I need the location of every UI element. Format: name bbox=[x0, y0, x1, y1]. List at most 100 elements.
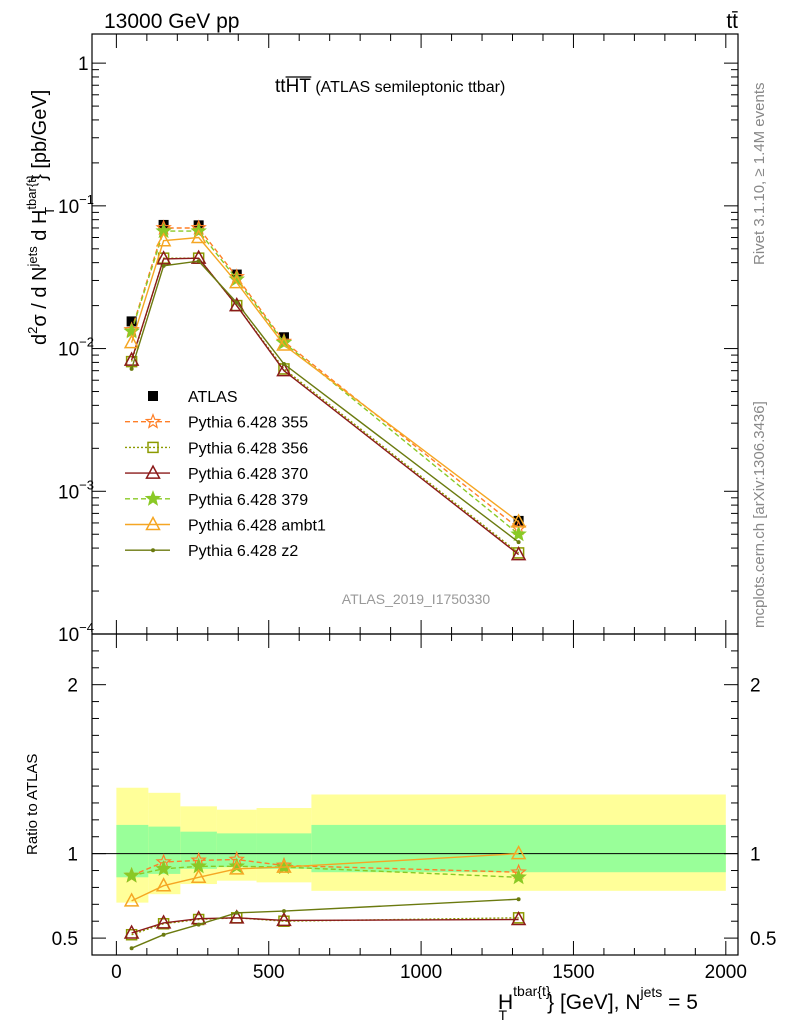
legend-label: Pythia 6.428 355 bbox=[188, 415, 308, 432]
series-pythia-6-428-z2-point bbox=[281, 361, 286, 366]
series-pythia-6-428-ambt1-point bbox=[190, 228, 207, 244]
xlabel-part-3: } [GeV], N bbox=[547, 991, 640, 1014]
ratio-series-pythia-6-428-ambt1-point bbox=[510, 845, 527, 860]
ratio-series-pythia-6-428-z2-point bbox=[129, 946, 134, 951]
series-pythia-6-428-355-line bbox=[130, 227, 520, 529]
ylabel-part-6: T bbox=[42, 207, 57, 215]
ratio-series-pythia-6-428-ambt1-point bbox=[155, 877, 172, 892]
legend-label: Pythia 6.428 356 bbox=[188, 440, 308, 457]
ylabel-part-4: d H bbox=[29, 210, 51, 247]
series-pythia-6-428-z2-point bbox=[516, 540, 521, 545]
xlabel-part-0: H bbox=[498, 991, 513, 1014]
ratio-ylabel: Ratio to ATLAS bbox=[24, 754, 41, 855]
main-panel: 1 10−1 10−2 10−3 10−4 ATLAS Pythia 6.428 355 Py… bbox=[58, 33, 739, 646]
legend-marker bbox=[151, 548, 155, 553]
process-label: tt̄ bbox=[726, 10, 738, 33]
legend-label: Pythia 6.428 ambt1 bbox=[188, 518, 326, 535]
ylabel-part-1: 2 bbox=[25, 327, 40, 334]
ratio-series-pythia-6-428-370-point bbox=[123, 924, 140, 939]
series-pythia-6-428-379-point bbox=[510, 525, 527, 542]
source-label: mcplots.cern.ch [arXiv:1306.3436] bbox=[751, 401, 768, 628]
ylabel-part-2: σ / d N bbox=[29, 267, 51, 327]
band-inner bbox=[116, 824, 149, 878]
legend-marker bbox=[147, 441, 159, 454]
series-pythia-6-428-370-line bbox=[130, 257, 520, 556]
legend-item: Pythia 6.428 370 bbox=[125, 464, 308, 483]
series-pythia-6-428-370-point bbox=[228, 297, 245, 312]
plot-title: ttHT (ATLAS semileptonic ttbar) bbox=[275, 76, 505, 97]
ylabel-part-7: } [pb/GeV] bbox=[29, 90, 51, 181]
ratio-series-pythia-6-428-379-point bbox=[155, 860, 172, 876]
xlabel-part-2: T bbox=[499, 1007, 508, 1023]
y-tick-label: 10−2 bbox=[58, 335, 94, 361]
legend: ATLAS Pythia 6.428 355 Pythia 6.428 356 Pyt… bbox=[125, 389, 326, 560]
energy-label: 13000 GeV pp bbox=[104, 10, 239, 33]
ratio-series-pythia-6-428-355-line bbox=[131, 858, 519, 877]
series-pythia-6-428-ambt1-point bbox=[155, 232, 172, 247]
x-tick-label: 0 bbox=[111, 962, 122, 983]
series-pythia-6-428-370-point bbox=[276, 362, 292, 377]
series-pythia-6-428-z2-line bbox=[130, 260, 520, 543]
series-pythia-6-428-ambt1-point bbox=[228, 273, 245, 289]
title-main: tt bbox=[275, 76, 286, 97]
series-pythia-6-428-ambt1-point bbox=[123, 334, 140, 349]
title-rest: (ATLAS semileptonic ttbar) bbox=[311, 79, 505, 96]
ratio-y-tick-label: 0.5 bbox=[750, 929, 776, 950]
ratio-series-pythia-6-428-ambt1-point bbox=[190, 868, 207, 884]
ratio-series-pythia-6-428-ambt1-point bbox=[228, 860, 245, 875]
legend-marker bbox=[148, 391, 158, 401]
xlabel-part-5: = 5 bbox=[662, 991, 698, 1014]
ylabel-part-3: jets bbox=[25, 246, 40, 268]
series-pythia-6-428-ambt1-point bbox=[510, 513, 527, 528]
legend-item: Pythia 6.428 ambt1 bbox=[125, 515, 326, 535]
legend-marker bbox=[144, 490, 162, 506]
ratio-series-pythia-6-428-370-point bbox=[510, 910, 527, 926]
series-pythia-6-428-z2-point bbox=[196, 259, 201, 264]
xlabel-part-4: jets bbox=[639, 984, 662, 1000]
series-pythia-6-428-ambt1-line bbox=[130, 236, 520, 523]
ylabel-part-0: d bbox=[29, 334, 51, 345]
ratio-series-pythia-6-428-370-point bbox=[155, 914, 172, 929]
ratio-series-pythia-6-428-379-line bbox=[131, 865, 519, 878]
x-tick-label: 1500 bbox=[552, 962, 594, 983]
ratio-series-pythia-6-428-z2-point bbox=[234, 910, 239, 915]
legend-item: Pythia 6.428 z2 bbox=[125, 543, 298, 560]
y-tick-label: 10−1 bbox=[58, 192, 94, 218]
ratio-series-pythia-6-428-ambt1-point bbox=[276, 858, 292, 873]
main-ylabel: d2σ / d Njets d Htbar{t}T } [pb/GeV] bbox=[24, 90, 57, 345]
xlabel-part-1: tbar{t} bbox=[513, 983, 551, 999]
ratio-y-tick-label: 1 bbox=[67, 845, 78, 866]
legend-item: ATLAS bbox=[148, 389, 238, 406]
x-tick-label: 500 bbox=[253, 962, 285, 983]
series-pythia-6-428-ambt1-point bbox=[276, 336, 292, 351]
ratio-series-pythia-6-428-ambt1-point bbox=[123, 892, 140, 907]
series-pythia-6-428-z2-point bbox=[129, 366, 134, 371]
ratio-y-tick-label: 0.5 bbox=[52, 929, 78, 950]
legend-marker bbox=[144, 413, 162, 429]
series-pythia-6-428-379-line bbox=[130, 230, 520, 535]
y-tick-label: 1 bbox=[78, 54, 89, 75]
ratio-y-tick-label: 2 bbox=[67, 676, 78, 697]
svg-text:ttHT (ATLAS semileptonic ttbar: ttHT (ATLAS semileptonic ttbar) bbox=[275, 76, 505, 97]
series-pythia-6-428-z2-point bbox=[161, 263, 166, 268]
legend-item: Pythia 6.428 355 bbox=[125, 413, 308, 432]
y-tick-label: 10−3 bbox=[58, 477, 94, 503]
x-tick-label: 2000 bbox=[705, 962, 747, 983]
series-atlas-point bbox=[126, 316, 137, 327]
legend-label: ATLAS bbox=[188, 389, 238, 406]
ylabel-part-5: tbar{t} bbox=[24, 174, 39, 209]
legend-label: Pythia 6.428 370 bbox=[188, 466, 308, 483]
rivet-label: Rivet 3.1.10, ≥ 1.4M events bbox=[751, 83, 768, 266]
y-tick-label: 10−4 bbox=[58, 620, 94, 646]
svg-text:d2σ / d Njets d Htbar{t}T} [pb: d2σ / d Njets d Htbar{t}T } [pb/GeV] bbox=[24, 90, 57, 345]
ratio-series-pythia-6-428-z2-point bbox=[516, 897, 521, 902]
series-pythia-6-428-z2-point bbox=[234, 300, 239, 305]
ratio-series-pythia-6-428-379-point bbox=[123, 866, 140, 883]
ratio-series-pythia-6-428-370-point bbox=[228, 909, 245, 924]
ratio-series-pythia-6-428-z2-point bbox=[281, 909, 286, 914]
legend-marker bbox=[145, 464, 161, 479]
ratio-frame bbox=[91, 633, 739, 956]
ratio-series-pythia-6-428-z2-point bbox=[161, 932, 166, 937]
legend-marker bbox=[145, 515, 161, 531]
